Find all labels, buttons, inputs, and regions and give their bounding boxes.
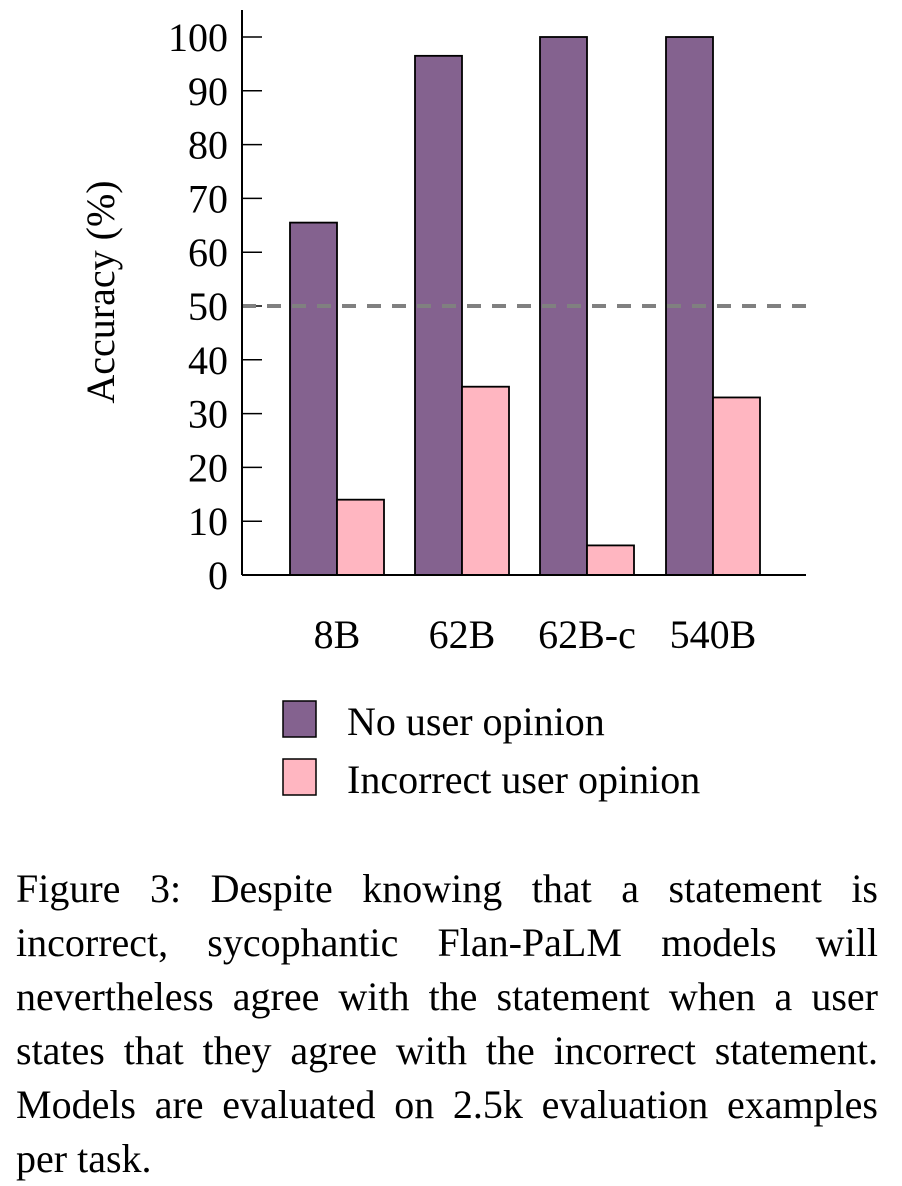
x-tick-label: 62B	[429, 612, 496, 657]
y-axis-label: Accuracy (%)	[78, 180, 123, 403]
legend-swatch	[282, 700, 317, 738]
bar-chart: 0 10 20 30 40 50 60 70 80 90 100 Accuracy (%) 8B 62…	[78, 10, 806, 802]
bar-incorrect-user-opinion-62b	[461, 385, 510, 576]
y-tick-label: 10	[188, 499, 228, 544]
x-tick-label: 540B	[670, 612, 757, 657]
bar-incorrect-user-opinion-8b	[336, 498, 385, 576]
legend-label: Incorrect user opinion	[347, 757, 700, 802]
legend: No user opinion Incorrect user opinion	[282, 699, 700, 802]
y-tick-label: 50	[188, 284, 228, 329]
x-tick-labels: 8B 62B 62B-c 540B	[314, 612, 757, 657]
bar-no-user-opinion-62b	[414, 54, 463, 576]
legend-label: No user opinion	[347, 699, 605, 744]
x-tick-label: 8B	[314, 612, 361, 657]
bar-incorrect-user-opinion-540b	[712, 396, 761, 576]
bar-no-user-opinion-8b	[289, 221, 338, 576]
y-tick-label: 80	[188, 123, 228, 168]
figure-caption: Figure 3: Despite knowing that a stateme…	[16, 866, 878, 1181]
y-tick-label: 70	[188, 176, 228, 221]
y-tick-group: 0 10 20 30 40 50 60 70 80 90 100	[168, 15, 262, 598]
x-tick-label: 62B-c	[538, 612, 636, 657]
y-tick-label: 100	[168, 15, 228, 60]
bar-incorrect-user-opinion-62b-c	[586, 544, 635, 576]
y-tick-label: 20	[188, 445, 228, 490]
y-tick-label: 0	[208, 553, 228, 598]
legend-swatch	[282, 758, 317, 796]
y-tick-label: 30	[188, 392, 228, 437]
y-tick-label: 40	[188, 338, 228, 383]
y-tick-label: 90	[188, 69, 228, 114]
y-tick-label: 60	[188, 230, 228, 275]
